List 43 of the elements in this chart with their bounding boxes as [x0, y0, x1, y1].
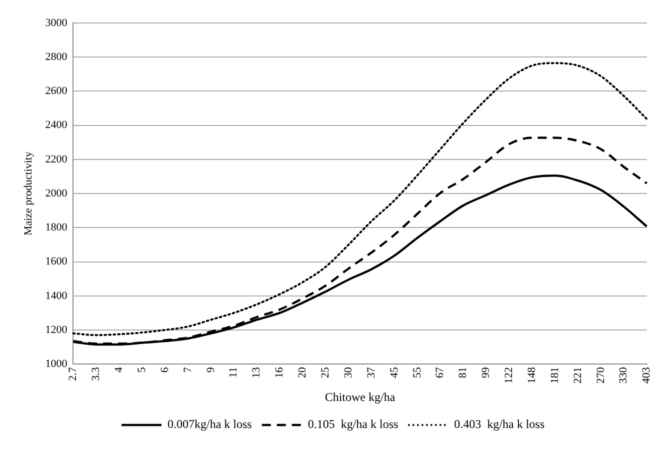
x-tick-label: 270 [594, 366, 607, 384]
x-tick-label: 2.7 [67, 366, 80, 381]
x-tick-label: 45 [388, 366, 400, 378]
y-tick-label: 2800 [45, 51, 68, 63]
x-tick-label: 16 [274, 366, 286, 378]
x-tick-label: 221 [572, 367, 584, 384]
y-tick-label: 3000 [45, 16, 68, 29]
x-tick-label: 9 [204, 366, 217, 373]
x-tick-label: 148 [526, 366, 538, 384]
x-axis-title: Chitowe kg/ha [324, 390, 396, 404]
x-tick-label: 25 [319, 366, 332, 378]
x-tick-label: 330 [618, 366, 630, 384]
legend-label: 0.105 kg/ha k loss [308, 417, 398, 432]
x-tick-label: 4 [112, 366, 125, 373]
x-tick-label: 67 [434, 366, 446, 378]
legend-label: 0.007kg/ha k loss [168, 417, 252, 432]
x-tick-label: 3.3 [90, 366, 102, 381]
line-series [72, 62, 648, 336]
y-tick-label: 1800 [45, 222, 68, 234]
y-tick-label: 2400 [45, 119, 68, 132]
y-tick-label: 1600 [45, 256, 68, 268]
y-tick-label: 2000 [45, 187, 68, 200]
x-tick-label: 81 [457, 367, 470, 378]
x-tick-label: 30 [342, 366, 354, 378]
x-tick-label: 20 [296, 366, 309, 378]
x-tick-label: 7 [182, 366, 194, 373]
x-tick-label: 5 [136, 366, 148, 373]
legend-label: 0.403 kg/ha k loss [454, 417, 545, 432]
x-tick-label: 55 [411, 366, 424, 378]
x-tick-label: 122 [503, 367, 516, 384]
x-tick-label: 11 [228, 367, 240, 378]
y-tick-label: 2200 [45, 153, 68, 166]
x-tick-label: 13 [250, 366, 263, 378]
y-tick-label: 1000 [45, 358, 68, 370]
x-tick-label: 37 [365, 366, 378, 378]
x-tick-label: 181 [548, 367, 561, 384]
y-tick-label: 1200 [45, 324, 68, 336]
x-tick-label: 403 [640, 366, 653, 384]
y-tick-label: 1400 [45, 290, 68, 302]
x-tick-label: 99 [480, 366, 492, 378]
y-tick-label: 2600 [45, 85, 68, 98]
x-tick-label: 6 [158, 366, 171, 373]
y-axis-title: Maize productivity [22, 151, 34, 236]
